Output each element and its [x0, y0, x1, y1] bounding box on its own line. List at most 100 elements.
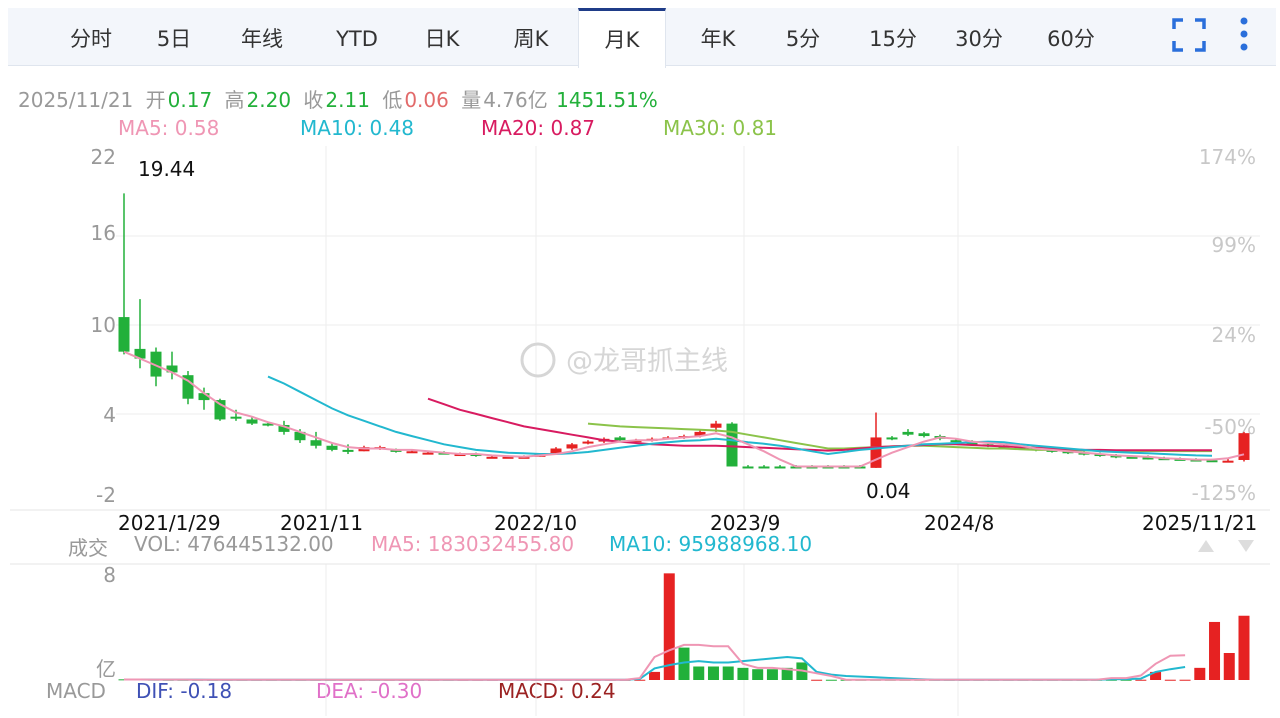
vol-unit-label: 亿	[96, 657, 116, 681]
date-label: 2024/8	[924, 511, 994, 535]
volume-ma10: MA10: 95988968.10	[609, 532, 813, 556]
candle-body	[550, 448, 562, 455]
quote-vol: 4.76亿	[483, 88, 548, 112]
volume-bar	[649, 671, 661, 680]
candle-body	[1206, 460, 1218, 463]
price-tick-label: -2	[96, 483, 116, 507]
candle-body	[918, 433, 930, 437]
volume-bar	[766, 669, 778, 680]
candle-body	[1222, 460, 1234, 463]
scroll-up-icon	[1198, 540, 1214, 552]
tab-11[interactable]: 60分	[1047, 27, 1095, 51]
percent-tick-label: 174%	[1199, 145, 1256, 169]
candle-body	[470, 454, 482, 457]
candle-body	[262, 423, 274, 426]
fullscreen-icon[interactable]	[1172, 18, 1206, 56]
candle-body	[582, 441, 594, 444]
volume-bar	[1164, 679, 1176, 681]
macd-dea: DEA: -0.30	[316, 679, 423, 703]
candle-body	[198, 393, 210, 401]
candle-body	[486, 456, 498, 459]
candle-body	[166, 365, 178, 373]
ma10-legend: MA10: 0.48	[300, 116, 415, 140]
candle-body	[294, 431, 306, 441]
quote-close: 2.11	[325, 88, 370, 112]
percent-tick-label: -125%	[1192, 481, 1256, 505]
volume-bar	[1105, 679, 1117, 681]
quote-high-label: 高	[224, 88, 245, 112]
macd-dif: DIF: -0.18	[136, 679, 233, 703]
candle-body	[406, 451, 418, 454]
tab-4[interactable]: 日K	[424, 27, 460, 51]
volume-bar	[678, 647, 690, 680]
date-label: 2021/1/29	[118, 511, 221, 535]
candle-body	[134, 348, 146, 359]
price-tick-label: 16	[91, 221, 116, 245]
ma20-legend: MA20: 0.87	[481, 116, 596, 140]
tab-1[interactable]: 5日	[156, 27, 192, 51]
candle-body	[1094, 454, 1106, 457]
max-price-annotation: 19.44	[138, 157, 195, 181]
quote-open-label: 开	[145, 88, 166, 112]
candle-body	[966, 442, 978, 445]
volume-bar	[722, 666, 734, 680]
candle-body	[278, 424, 290, 432]
candle-body	[150, 351, 162, 377]
tab-8[interactable]: 5分	[785, 27, 821, 51]
tab-3[interactable]: YTD	[336, 27, 378, 51]
candle-body	[1126, 456, 1138, 459]
volume-bar	[634, 679, 646, 681]
quote-date: 2025/11/21	[18, 88, 134, 112]
volume-bar	[781, 667, 793, 680]
volume-bar	[1194, 667, 1206, 680]
tab-10[interactable]: 30分	[955, 27, 1003, 51]
quote-change: 1451.51%	[556, 88, 658, 112]
volume-bar	[825, 679, 837, 681]
candle-body	[246, 419, 258, 424]
candle-body	[694, 431, 706, 437]
macd-title: MACD	[46, 679, 106, 703]
candle-body	[1110, 455, 1122, 458]
tab-9[interactable]: 15分	[869, 27, 917, 51]
candle-body	[950, 440, 962, 443]
percent-tick-label: 99%	[1212, 233, 1256, 257]
candle-body	[422, 452, 434, 455]
candle-body	[726, 423, 738, 467]
price-tick-label: 4	[103, 403, 116, 427]
candle-body	[230, 416, 242, 419]
candle-body	[742, 466, 754, 469]
ma30-legend: MA30: 0.81	[663, 116, 778, 140]
price-tick-label: 22	[91, 145, 116, 169]
candle-body	[1142, 457, 1154, 460]
tab-5[interactable]: 周K	[513, 27, 549, 51]
more-vertical-icon[interactable]	[1238, 16, 1250, 56]
period-tab-bar: 分时 5日 年线 YTD 日K 周K 月K 年K 5分 15分 30分 60分	[8, 8, 1276, 68]
price-tick-label: 10	[91, 313, 116, 337]
volume-bar	[752, 669, 764, 680]
quote-row: 2025/11/21 开 0.17 高 2.20 收 2.11 低 0.06 量 4.76…	[18, 84, 664, 113]
date-label: 2023/9	[710, 511, 780, 535]
volume-bar	[1135, 679, 1147, 681]
candle-body	[886, 437, 898, 440]
date-label: 2022/10	[494, 511, 577, 535]
candle-body	[774, 466, 786, 469]
candle-body	[454, 454, 466, 457]
volume-bar	[1223, 653, 1235, 680]
quote-low: 0.06	[404, 88, 449, 112]
volume-bar	[737, 667, 749, 680]
tab-2[interactable]: 年线	[241, 27, 283, 51]
candle-body	[566, 444, 578, 449]
tab-0[interactable]: 分时	[70, 27, 112, 51]
candle-body	[182, 375, 194, 399]
ma5-legend: MA5: 0.58	[118, 116, 220, 140]
watermark-logo	[520, 342, 556, 378]
min-price-annotation: 0.04	[866, 479, 911, 503]
quote-low-label: 低	[382, 88, 403, 112]
candle-body	[614, 437, 626, 441]
volume-ma5: MA5: 183032455.80	[371, 532, 575, 556]
volume-bar	[663, 573, 675, 680]
tab-7[interactable]: 年K	[700, 27, 736, 51]
vol-tick-label: 8	[103, 563, 116, 587]
tab-6[interactable]: 月K	[578, 8, 666, 68]
